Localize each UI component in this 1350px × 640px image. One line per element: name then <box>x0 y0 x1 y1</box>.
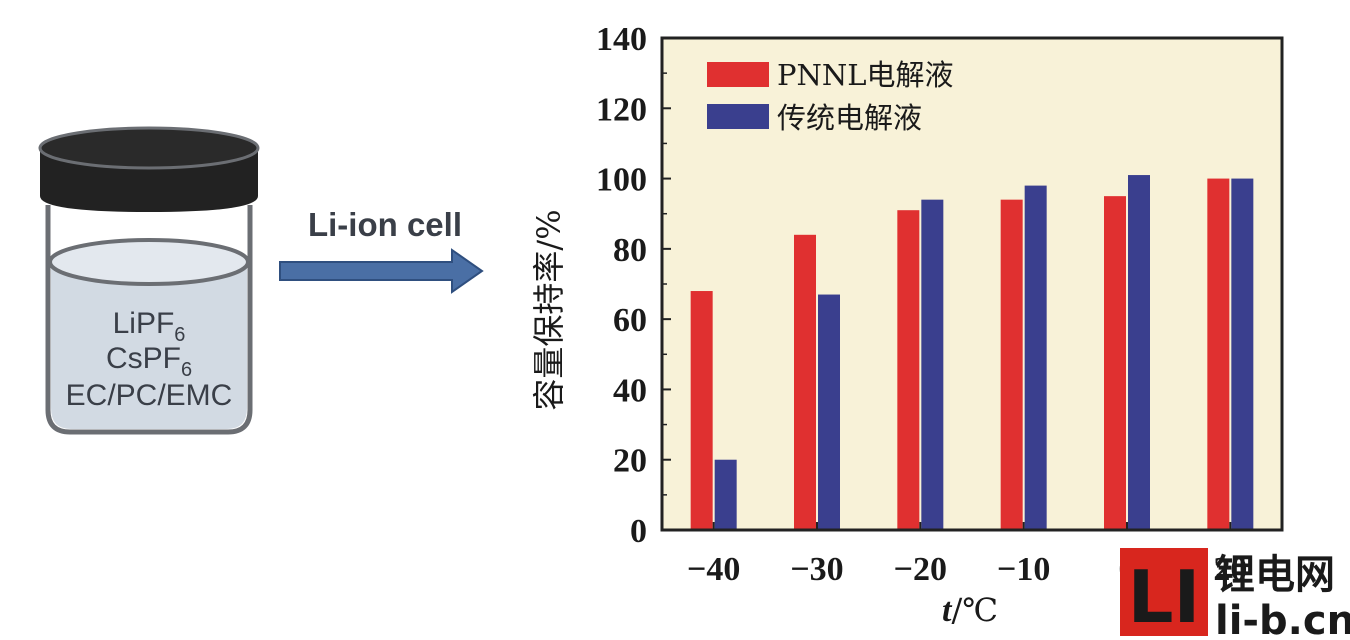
bar-series-1-4 <box>1104 196 1126 530</box>
bar-series-2-0 <box>714 459 737 530</box>
bar-series-1-3 <box>1000 199 1023 530</box>
x-tick-label-5: 20 <box>1213 551 1247 588</box>
y-axis: 0 20 40 60 80 100 120 140 <box>596 21 671 550</box>
watermark-title: 锂电网 <box>1215 552 1335 598</box>
x-tick-label-3: −10 <box>997 551 1050 588</box>
bar-series-1-1 <box>794 234 816 531</box>
legend-label-series-1: PNNL电解液 <box>777 58 954 92</box>
y-tick-label-5: 100 <box>596 162 647 199</box>
beaker-liquid <box>51 262 247 429</box>
y-tick-label-2: 40 <box>613 372 647 409</box>
process-arrow: Li-ion cell <box>279 206 484 294</box>
bar-series-1-2 <box>897 210 920 530</box>
legend-swatch-series-2 <box>707 104 769 129</box>
beaker-line-3: EC/PC/EMC <box>66 379 233 412</box>
bar-series-1-0 <box>690 291 713 530</box>
y-axis-title: 容量保持率/% <box>530 209 568 410</box>
bar-series-1-5 <box>1207 178 1230 531</box>
beaker-illustration: LiPF6 CsPF6 EC/PC/EMC <box>38 126 260 435</box>
legend-label-series-2: 传统电解液 <box>777 101 922 135</box>
y-tick-label-7: 140 <box>596 21 647 58</box>
bar-series-2-4 <box>1128 175 1150 531</box>
y-tick-label-1: 20 <box>613 443 647 480</box>
beaker-line-2: CsPF6 <box>106 342 192 381</box>
y-tick-label-4: 80 <box>613 232 647 269</box>
bar-series-2-5 <box>1231 178 1254 531</box>
x-axis-title: t/℃ <box>942 591 998 629</box>
bars <box>690 175 1254 531</box>
y-tick-label-3: 60 <box>613 302 647 339</box>
watermark-logo-mark <box>1120 548 1208 636</box>
y-tick-label-6: 120 <box>596 91 647 128</box>
liquid-surface <box>48 238 250 286</box>
bar-series-2-3 <box>1024 185 1047 530</box>
arrow-label: Li-ion cell <box>308 206 462 243</box>
legend-swatch-series-1 <box>707 62 769 87</box>
capacity-retention-chart: 0 20 40 60 80 100 120 140 −40 −30 −20 −10 0 20 容量保持率… <box>530 21 1284 629</box>
x-tick-label-2: −20 <box>894 551 947 588</box>
watermark-logo-letters: LI <box>1128 555 1201 639</box>
lid-top <box>38 126 260 170</box>
bar-series-2-2 <box>921 199 944 530</box>
legend: PNNL电解液 传统电解液 <box>707 58 954 135</box>
beaker-line-1: LiPF6 <box>113 307 186 346</box>
bar-series-2-1 <box>818 294 840 530</box>
watermark-url: li-b.cn <box>1215 598 1350 640</box>
arrow-icon <box>279 248 484 294</box>
x-tick-label-0: −40 <box>687 551 740 588</box>
watermark: LI 锂电网 li-b.cn <box>1120 548 1350 640</box>
y-tick-label-0: 0 <box>630 513 647 550</box>
x-tick-label-1: −30 <box>790 551 843 588</box>
